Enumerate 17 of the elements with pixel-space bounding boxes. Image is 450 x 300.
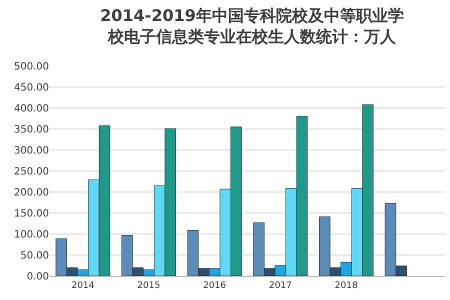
y-tick-label: 500.00	[14, 62, 49, 72]
y-tick-label: 300.00	[14, 146, 49, 156]
x-tick-label: 2016	[203, 280, 226, 291]
y-tick-label: 150.00	[14, 208, 49, 220]
y-tick-label: 400.00	[14, 104, 49, 114]
y-tick-label: 200.00	[14, 188, 49, 198]
y-tick-label: 0.00	[26, 272, 49, 282]
chart-title: 2014-2019年中国专科院校及中等职业学校电子信息类专业在校生人数统计：万人	[100, 6, 404, 46]
y-tick-label: 350.00	[14, 124, 49, 136]
x-tick-label: 2017	[268, 280, 292, 291]
y-tick-label: 250.00	[14, 166, 49, 178]
x-tick-label: 2014	[71, 280, 95, 291]
y-tick-label: 100.00	[14, 230, 49, 240]
y-tick-label: 50.00	[20, 250, 49, 262]
x-tick-label: 2018	[334, 280, 358, 291]
x-tick-label: 2015	[137, 280, 160, 291]
y-tick-label: 450.00	[14, 82, 49, 94]
